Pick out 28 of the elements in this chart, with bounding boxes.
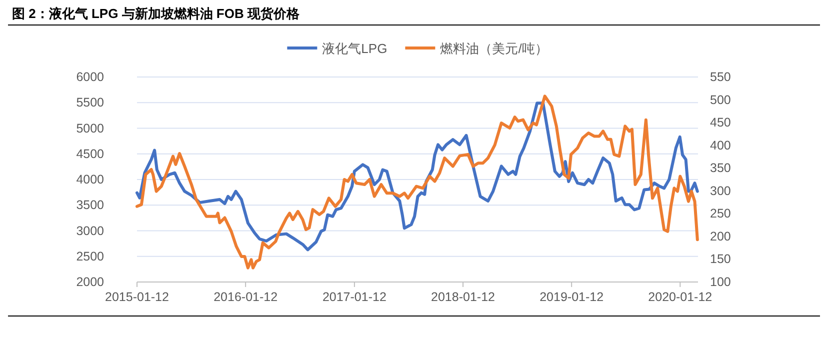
- x-tick-label: 2020-01-12: [648, 290, 712, 304]
- y2-tick-label: 400: [710, 138, 731, 152]
- y2-tick-label: 450: [710, 116, 731, 130]
- y-tick-label: 5500: [76, 96, 104, 110]
- y-tick-label: 6000: [76, 70, 104, 84]
- y2-tick-label: 150: [710, 252, 731, 266]
- legend-label: 燃料油（美元/吨）: [440, 41, 548, 56]
- y-tick-label: 2000: [76, 275, 104, 289]
- x-tick-label: 2016-01-12: [214, 290, 278, 304]
- y2-tick-label: 350: [710, 161, 731, 176]
- y2-tick-label: 250: [710, 206, 731, 221]
- x-tick-label: 2015-01-12: [105, 290, 170, 304]
- y-tick-label: 4500: [76, 146, 104, 161]
- y-tick-label: 3000: [76, 224, 104, 238]
- x-tick-label: 2018-01-12: [431, 290, 496, 304]
- y2-tick-label: 550: [710, 70, 731, 84]
- y2-tick-label: 500: [710, 92, 731, 107]
- x-tick-label: 2017-01-12: [322, 290, 386, 304]
- y2-tick-label: 100: [710, 275, 731, 289]
- chart-title: 图 2：液化气 LPG 与新加坡燃料油 FOB 现货价格: [12, 6, 300, 21]
- y-tick-label: 3500: [76, 198, 104, 212]
- y2-tick-label: 200: [710, 229, 731, 244]
- y-tick-label: 4000: [76, 172, 104, 186]
- x-tick-label: 2019-01-12: [540, 290, 604, 304]
- y2-tick-label: 300: [710, 184, 731, 198]
- legend-label: 液化气LPG: [322, 41, 388, 56]
- y-tick-label: 2500: [76, 249, 104, 264]
- y-tick-label: 5000: [76, 121, 104, 136]
